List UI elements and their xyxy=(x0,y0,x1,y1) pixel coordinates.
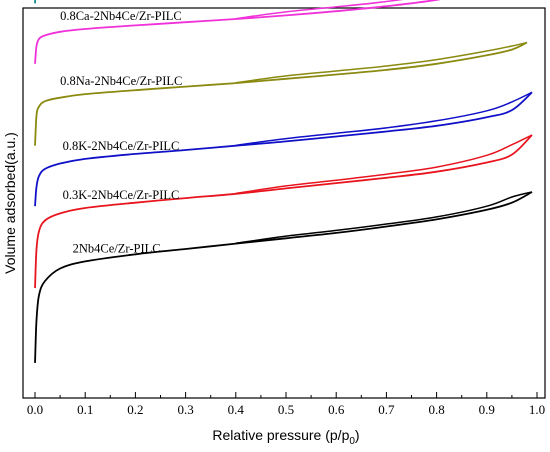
x-tick-label: 0.7 xyxy=(378,402,395,417)
adsorption-curve xyxy=(34,0,441,64)
x-tick-label: 0.0 xyxy=(27,402,43,417)
x-axis-title-close: ) xyxy=(355,427,360,443)
adsorption-curve xyxy=(34,0,37,4)
x-tick-label: 0.9 xyxy=(479,402,495,417)
x-axis-ticks: 0.0 0.1 0.2 0.3 0.4 0.5 0.6 0.7 0.8 0.9 1.0 xyxy=(27,392,545,417)
x-tick-label: 1.0 xyxy=(529,402,545,417)
desorption-curve xyxy=(235,41,528,84)
x-tick-label: 0.6 xyxy=(328,402,345,417)
series-5 xyxy=(34,0,37,4)
x-axis-title-subscript: 0 xyxy=(349,436,355,447)
x-tick-label: 0.5 xyxy=(278,402,294,417)
adsorption-curve xyxy=(34,41,528,146)
series-label-2: 0.8K-2Nb4Ce/Zr-PILC xyxy=(63,139,180,153)
desorption-curve xyxy=(235,134,533,195)
desorption-curve xyxy=(235,0,404,20)
series-label-1: 0.3K-2Nb4Ce/Zr-PILC xyxy=(63,188,180,202)
x-tick-label: 0.2 xyxy=(127,402,143,417)
desorption-curve xyxy=(235,91,533,147)
x-tick-label: 0.1 xyxy=(77,402,93,417)
series-4 xyxy=(34,0,441,64)
plot-frame xyxy=(22,7,546,399)
series-labels: 2Nb4Ce/Zr-PILC 0.3K-2Nb4Ce/Zr-PILC 0.8K-2N… xyxy=(60,9,182,255)
adsorption-curve xyxy=(34,91,533,207)
x-axis-title: Relative pressure (p/p0) xyxy=(212,427,359,447)
y-axis-title: Volume adsorbed(a.u.) xyxy=(2,132,18,274)
x-tick-label: 0.4 xyxy=(228,402,245,417)
series-2 xyxy=(34,91,533,207)
series-layer xyxy=(34,0,533,363)
series-label-3: 0.8Na-2Nb4Ce/Zr-PILC xyxy=(60,74,182,88)
series-3 xyxy=(34,41,528,146)
series-label-4: 0.8Ca-2Nb4Ce/Zr-PILC xyxy=(60,9,182,23)
desorption-curve xyxy=(235,191,533,245)
series-1 xyxy=(34,134,533,289)
plot-border xyxy=(22,7,546,399)
adsorption-curve xyxy=(34,191,533,363)
x-axis-title-main: Relative pressure (p/p xyxy=(212,427,349,443)
x-tick-label: 0.8 xyxy=(428,402,444,417)
series-label-0: 2Nb4Ce/Zr-PILC xyxy=(73,241,161,255)
x-tick-label: 0.3 xyxy=(177,402,193,417)
series-0 xyxy=(34,191,533,363)
adsorption-curve xyxy=(34,134,533,289)
